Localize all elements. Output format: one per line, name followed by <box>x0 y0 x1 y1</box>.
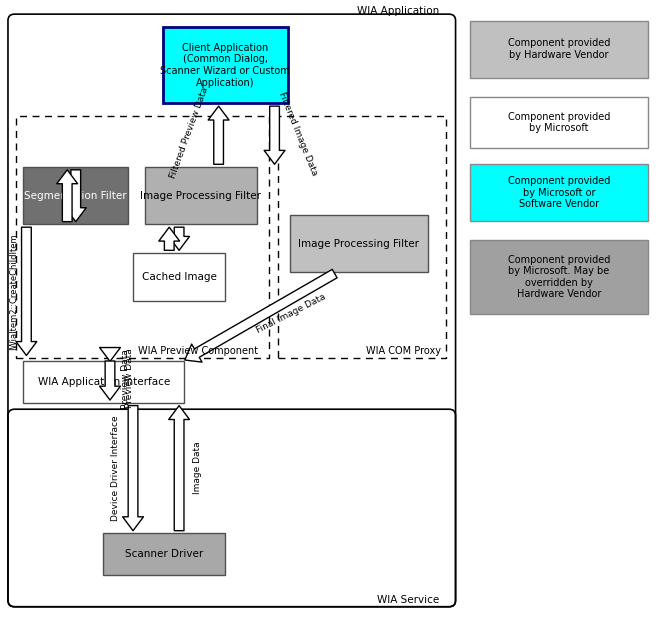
Bar <box>470 241 648 314</box>
Text: Component provided
by Microsoft or
Software Vendor: Component provided by Microsoft or Softw… <box>508 176 610 209</box>
Bar <box>133 253 225 301</box>
FancyArrowPatch shape <box>100 361 120 400</box>
Text: WIA Application Interface: WIA Application Interface <box>38 377 170 387</box>
Bar <box>290 215 428 272</box>
FancyArrowPatch shape <box>169 406 190 531</box>
Bar <box>23 362 184 403</box>
FancyArrowPatch shape <box>208 106 229 164</box>
Bar <box>163 27 288 103</box>
Text: WIA Application: WIA Application <box>357 6 439 16</box>
FancyArrowPatch shape <box>65 170 86 221</box>
FancyArrowPatch shape <box>123 406 143 531</box>
Bar <box>470 164 648 221</box>
Text: Image Data: Image Data <box>193 442 202 494</box>
Bar <box>145 167 256 225</box>
Text: IWiaItem2::CreateChildItem: IWiaItem2::CreateChildItem <box>9 233 18 349</box>
Bar <box>23 167 128 225</box>
Bar <box>16 116 269 358</box>
Text: Filtered Preview Data: Filtered Preview Data <box>169 86 210 180</box>
Text: WIA COM Proxy: WIA COM Proxy <box>366 346 441 356</box>
Bar <box>103 534 225 575</box>
Text: Preview Data: Preview Data <box>125 349 134 408</box>
FancyArrowPatch shape <box>159 227 180 250</box>
Text: Final Image Data: Final Image Data <box>255 292 327 335</box>
Text: Preview Data: Preview Data <box>121 349 130 409</box>
Text: Component provided
by Microsoft: Component provided by Microsoft <box>508 111 610 133</box>
FancyArrowPatch shape <box>169 227 190 250</box>
Bar <box>278 116 446 358</box>
Text: Cached Image: Cached Image <box>141 272 217 282</box>
FancyArrowPatch shape <box>100 348 120 362</box>
Text: Component provided
by Hardware Vendor: Component provided by Hardware Vendor <box>508 38 610 60</box>
Text: Image Processing Filter: Image Processing Filter <box>140 191 261 201</box>
Text: Device Driver Interface: Device Driver Interface <box>111 415 120 521</box>
Text: Component provided
by Microsoft. May be
overridden by
Hardware Vendor: Component provided by Microsoft. May be … <box>508 255 610 300</box>
FancyArrowPatch shape <box>57 170 77 221</box>
Text: Image Processing Filter: Image Processing Filter <box>298 239 419 248</box>
FancyArrowPatch shape <box>264 106 285 164</box>
Bar <box>470 97 648 148</box>
Text: Scanner Driver: Scanner Driver <box>125 549 204 559</box>
Text: Filtered Image Data: Filtered Image Data <box>277 90 319 177</box>
FancyArrowPatch shape <box>16 227 37 355</box>
Text: WIA Service: WIA Service <box>377 595 439 605</box>
Bar <box>470 20 648 78</box>
Text: Segmentation Filter: Segmentation Filter <box>24 191 127 201</box>
Text: Client Application
(Common Dialog,
Scanner Wizard or Custom
Application): Client Application (Common Dialog, Scann… <box>161 43 290 88</box>
FancyArrowPatch shape <box>185 269 337 362</box>
Text: WIA Preview Component: WIA Preview Component <box>138 346 258 356</box>
